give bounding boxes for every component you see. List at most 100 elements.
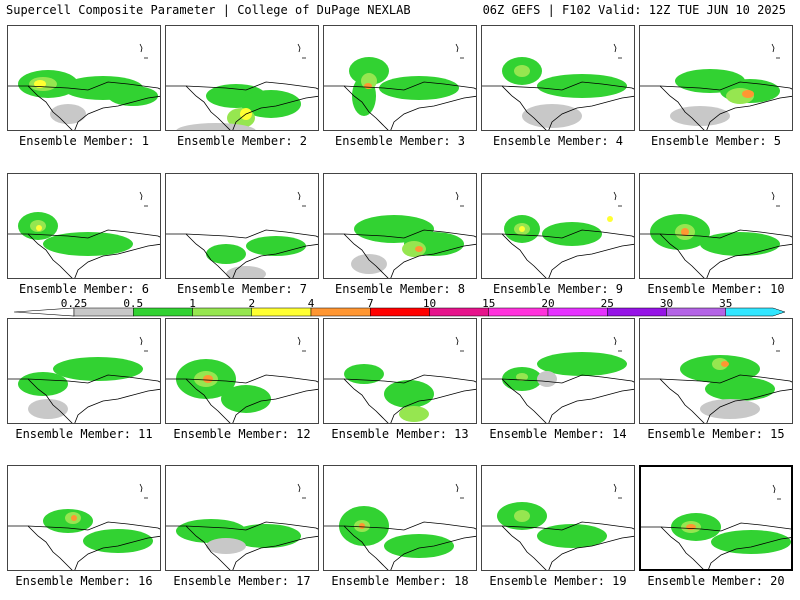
scp-map-plot <box>482 336 634 423</box>
member-label: Ensemble Member: 7 <box>176 282 308 296</box>
lake-outline <box>613 483 622 499</box>
scp-contour <box>537 74 627 98</box>
scp-contour <box>359 523 365 529</box>
boundary-line <box>74 243 160 278</box>
boundary-line <box>390 95 476 130</box>
scp-contour <box>379 76 459 100</box>
scp-contour <box>519 226 525 232</box>
boundary-line <box>482 378 547 423</box>
member-label: Ensemble Member: 10 <box>647 282 785 296</box>
header-title: Supercell Composite Parameter | College … <box>6 3 411 17</box>
legend-swatch <box>607 307 667 317</box>
boundary-line <box>548 95 634 130</box>
boundary-line <box>185 229 318 239</box>
boundary-line <box>660 522 791 532</box>
boundary-line <box>659 81 792 91</box>
scp-map-plot <box>166 191 318 278</box>
member-label: Ensemble Member: 5 <box>650 134 782 148</box>
scp-contour <box>83 529 153 553</box>
lake-outline <box>772 484 781 500</box>
boundary-line <box>343 229 476 239</box>
member-map-13 <box>323 318 477 424</box>
lake-outline <box>771 191 780 207</box>
member-label: Ensemble Member: 20 <box>647 574 785 588</box>
member-label: Ensemble Member: 15 <box>647 427 785 441</box>
member-label: Ensemble Member: 6 <box>18 282 150 296</box>
member-map-8 <box>323 173 477 279</box>
scp-map-plot <box>166 43 318 130</box>
lake-outline <box>139 336 148 352</box>
legend-swatch <box>725 307 786 317</box>
scp-contour <box>686 524 696 530</box>
scp-contour <box>537 524 607 548</box>
scp-contour <box>607 216 613 222</box>
scp-contour <box>700 232 780 256</box>
scp-map-plot <box>640 191 792 278</box>
lake-outline <box>297 336 306 352</box>
scp-contour <box>351 254 387 274</box>
scp-contour <box>742 90 754 98</box>
member-map-18 <box>323 465 477 571</box>
boundary-line <box>390 243 476 278</box>
legend-tick-label: 15 <box>482 297 496 310</box>
member-map-6 <box>7 173 161 279</box>
member-map-3 <box>323 25 477 131</box>
scp-contour <box>221 385 271 413</box>
member-label: Ensemble Member: 2 <box>176 134 308 148</box>
member-label: Ensemble Member: 12 <box>173 427 311 441</box>
boundary-line <box>640 378 705 423</box>
member-label: Ensemble Member: 8 <box>334 282 466 296</box>
legend-swatch <box>666 307 726 317</box>
member-map-17 <box>165 465 319 571</box>
boundary-line <box>548 243 634 278</box>
scp-contour <box>384 534 454 558</box>
boundary-line <box>185 521 318 531</box>
scp-map-plot <box>8 336 160 423</box>
member-map-15 <box>639 318 793 424</box>
legend-swatch <box>488 307 549 317</box>
scp-contour <box>206 538 246 554</box>
legend-swatch <box>251 307 312 317</box>
scp-contour <box>34 80 46 88</box>
color-legend <box>13 307 786 317</box>
lake-outline <box>139 191 148 207</box>
scp-contour <box>415 246 423 252</box>
member-map-14 <box>481 318 635 424</box>
boundary-line <box>343 521 476 531</box>
boundary-line <box>659 229 792 239</box>
scp-map-plot <box>482 483 634 570</box>
lake-outline <box>455 483 464 499</box>
legend-swatch <box>547 307 608 317</box>
member-label: Ensemble Member: 14 <box>489 427 627 441</box>
lake-outline <box>613 191 622 207</box>
boundary-line <box>708 537 791 569</box>
boundary-line <box>166 85 231 130</box>
member-label: Ensemble Member: 16 <box>15 574 153 588</box>
scp-contour <box>399 406 429 422</box>
boundary-line <box>8 525 73 570</box>
member-label: Ensemble Member: 9 <box>492 282 624 296</box>
boundary-line <box>74 388 160 423</box>
scp-contour <box>108 86 158 106</box>
scp-contour <box>516 373 528 381</box>
scp-map-plot <box>8 483 160 570</box>
legend-tick-label: 4 <box>307 297 315 310</box>
scp-contour <box>700 399 760 419</box>
boundary-line <box>324 233 389 278</box>
scp-map-plot <box>324 483 476 570</box>
member-map-16 <box>7 465 161 571</box>
member-label: Ensemble Member: 13 <box>331 427 469 441</box>
scp-contour <box>241 90 301 118</box>
scp-contour <box>514 510 530 522</box>
member-label: Ensemble Member: 17 <box>173 574 311 588</box>
member-label: Ensemble Member: 11 <box>15 427 153 441</box>
scp-map-plot <box>166 336 318 423</box>
member-map-5 <box>639 25 793 131</box>
boundary-line <box>232 388 318 423</box>
scp-contour <box>28 399 68 419</box>
scp-contour <box>226 266 266 278</box>
scp-contour <box>36 225 42 231</box>
legend-swatch <box>429 307 489 317</box>
boundary-line <box>501 374 634 384</box>
boundary-line <box>185 374 318 384</box>
